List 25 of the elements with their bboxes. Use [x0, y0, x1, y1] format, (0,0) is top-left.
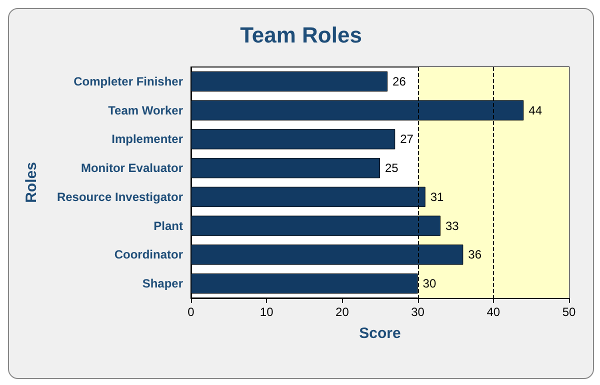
data-label: 33: [445, 218, 460, 233]
y-tick-label: Implementer: [112, 132, 184, 146]
data-label: 30: [422, 276, 436, 291]
data-label: 25: [385, 161, 399, 176]
y-tick-label: Shaper: [142, 276, 184, 291]
x-tick-label: 0: [188, 305, 195, 319]
x-tick-label: 10: [260, 305, 274, 319]
x-tick-label: 20: [336, 305, 350, 319]
y-tick-label: Coordinator: [114, 248, 184, 262]
data-label: 44: [528, 103, 542, 118]
y-axis-title: Roles: [23, 162, 40, 203]
chart-title: Team Roles: [240, 22, 362, 48]
x-tick-label: 50: [562, 305, 576, 319]
data-label: 36: [468, 248, 482, 262]
y-tick-label: Completer Finisher: [74, 74, 184, 88]
y-tick-label: Plant: [154, 218, 183, 233]
data-label: 27: [400, 132, 414, 146]
data-label: 31: [430, 190, 444, 204]
x-tick-label: 40: [486, 305, 500, 319]
y-tick-label: Monitor Evaluator: [80, 161, 184, 176]
y-tick-label: Team Worker: [108, 103, 184, 118]
x-tick-label: 30: [411, 305, 425, 319]
y-tick-label: Resource Investigator: [56, 190, 184, 204]
data-label: 26: [392, 74, 406, 88]
x-axis-title: Score: [359, 325, 401, 342]
